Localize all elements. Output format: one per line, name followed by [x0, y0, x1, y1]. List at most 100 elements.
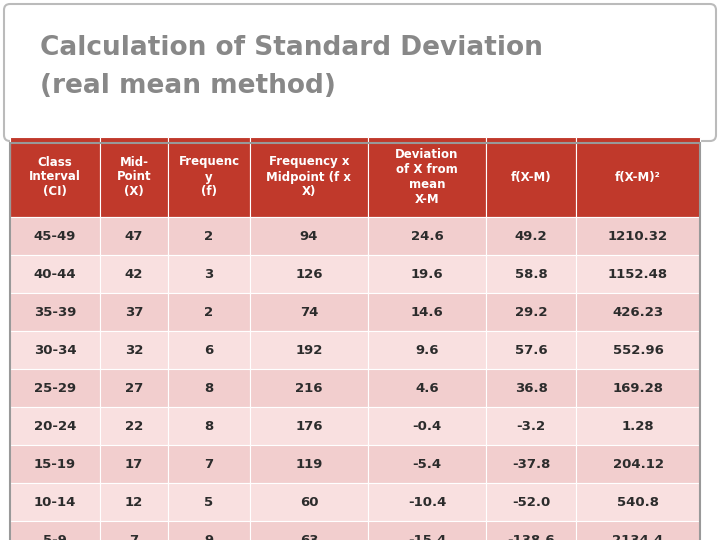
Text: 126: 126	[295, 267, 323, 280]
Text: 6: 6	[204, 343, 214, 356]
Text: 22: 22	[125, 420, 143, 433]
Bar	[10, 143, 700, 540]
Bar	[576, 483, 700, 521]
Bar	[10, 521, 100, 540]
Text: 60: 60	[300, 496, 318, 509]
Text: 216: 216	[295, 381, 323, 395]
Bar	[10, 255, 100, 293]
Text: 32: 32	[125, 343, 143, 356]
Bar	[10, 137, 100, 217]
FancyBboxPatch shape	[4, 4, 716, 141]
Text: -0.4: -0.4	[413, 420, 441, 433]
Text: 7: 7	[130, 534, 138, 540]
Text: 15-19: 15-19	[34, 457, 76, 470]
Bar	[168, 255, 250, 293]
Text: 192: 192	[295, 343, 323, 356]
Text: 426.23: 426.23	[613, 306, 664, 319]
Bar	[10, 483, 100, 521]
Text: Deviation
of X from
mean
X-M: Deviation of X from mean X-M	[395, 148, 459, 206]
Text: 5: 5	[204, 496, 214, 509]
Text: 63: 63	[300, 534, 318, 540]
Text: -10.4: -10.4	[408, 496, 446, 509]
Bar	[368, 137, 486, 217]
Text: 36.8: 36.8	[515, 381, 547, 395]
Text: 74: 74	[300, 306, 318, 319]
Bar	[576, 369, 700, 407]
Text: 29.2: 29.2	[515, 306, 547, 319]
Bar	[486, 445, 576, 483]
Text: -52.0: -52.0	[512, 496, 550, 509]
Text: f(X-M)²: f(X-M)²	[615, 171, 661, 184]
Bar	[100, 217, 168, 255]
Text: 7: 7	[204, 457, 214, 470]
Text: 27: 27	[125, 381, 143, 395]
Bar	[100, 331, 168, 369]
Text: 57.6: 57.6	[515, 343, 547, 356]
Text: f(X-M): f(X-M)	[510, 171, 552, 184]
Text: 9.6: 9.6	[415, 343, 438, 356]
Bar	[250, 293, 368, 331]
Text: 17: 17	[125, 457, 143, 470]
Bar	[168, 137, 250, 217]
Text: 37: 37	[125, 306, 143, 319]
Bar	[10, 369, 100, 407]
Text: 47: 47	[125, 230, 143, 242]
Bar	[368, 445, 486, 483]
Bar	[100, 137, 168, 217]
Bar	[100, 521, 168, 540]
Bar	[168, 217, 250, 255]
Bar	[168, 293, 250, 331]
Text: 40-44: 40-44	[34, 267, 76, 280]
Text: -5.4: -5.4	[413, 457, 441, 470]
Bar	[250, 445, 368, 483]
Bar	[576, 255, 700, 293]
Text: 5-9: 5-9	[43, 534, 67, 540]
Text: Frequency x
Midpoint (f x
X): Frequency x Midpoint (f x X)	[266, 156, 351, 199]
Text: Mid-
Point
(X): Mid- Point (X)	[117, 156, 151, 199]
Bar	[100, 293, 168, 331]
Bar	[576, 331, 700, 369]
Bar	[10, 217, 100, 255]
Bar	[576, 445, 700, 483]
Text: 49.2: 49.2	[515, 230, 547, 242]
Bar	[486, 521, 576, 540]
Text: 20-24: 20-24	[34, 420, 76, 433]
Bar	[250, 521, 368, 540]
Bar	[10, 407, 100, 445]
Bar	[368, 407, 486, 445]
Bar	[100, 407, 168, 445]
Bar	[100, 483, 168, 521]
Bar	[486, 217, 576, 255]
Bar	[486, 137, 576, 217]
Text: -3.2: -3.2	[516, 420, 546, 433]
Text: Calculation of Standard Deviation: Calculation of Standard Deviation	[40, 35, 543, 61]
Text: 24.6: 24.6	[410, 230, 444, 242]
Bar	[100, 445, 168, 483]
Text: -15.4: -15.4	[408, 534, 446, 540]
Text: 8: 8	[204, 420, 214, 433]
Text: 10-14: 10-14	[34, 496, 76, 509]
Text: 19.6: 19.6	[410, 267, 444, 280]
Text: 25-29: 25-29	[34, 381, 76, 395]
Text: 9: 9	[204, 534, 214, 540]
Text: 119: 119	[295, 457, 323, 470]
Text: (real mean method): (real mean method)	[40, 73, 336, 99]
Text: 2134.4: 2134.4	[613, 534, 664, 540]
Bar	[100, 369, 168, 407]
Bar	[576, 293, 700, 331]
Bar	[576, 217, 700, 255]
Text: 204.12: 204.12	[613, 457, 664, 470]
Bar	[250, 407, 368, 445]
Bar	[168, 407, 250, 445]
Bar	[576, 521, 700, 540]
Text: 2: 2	[204, 306, 214, 319]
Bar	[486, 369, 576, 407]
Text: Class
Interval
(CI): Class Interval (CI)	[29, 156, 81, 199]
Text: 2: 2	[204, 230, 214, 242]
Text: Frequenc
y
(f): Frequenc y (f)	[179, 156, 240, 199]
Text: 8: 8	[204, 381, 214, 395]
Text: 4.6: 4.6	[415, 381, 438, 395]
Text: 12: 12	[125, 496, 143, 509]
Bar	[250, 331, 368, 369]
Bar	[250, 137, 368, 217]
